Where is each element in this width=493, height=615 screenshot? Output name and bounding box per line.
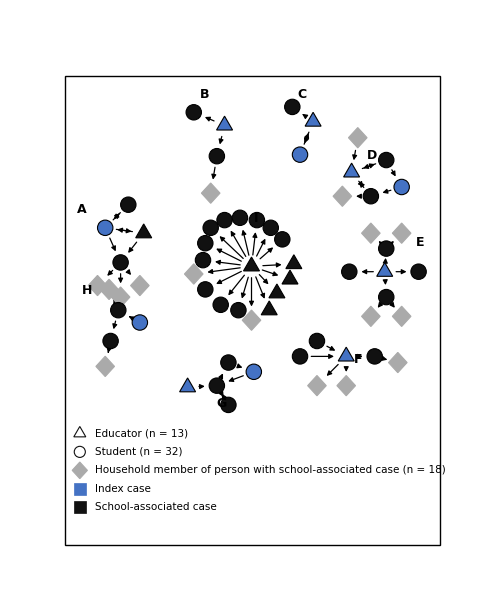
Polygon shape [308, 376, 326, 396]
Circle shape [363, 189, 379, 204]
Polygon shape [131, 276, 149, 296]
Circle shape [98, 220, 113, 236]
Polygon shape [216, 116, 233, 130]
Polygon shape [338, 347, 354, 361]
Polygon shape [377, 263, 393, 276]
Text: A: A [77, 203, 86, 216]
Circle shape [221, 397, 236, 413]
Polygon shape [337, 376, 355, 396]
Circle shape [209, 378, 224, 394]
Polygon shape [136, 224, 152, 238]
Polygon shape [305, 113, 321, 126]
Circle shape [342, 264, 357, 279]
Circle shape [367, 349, 383, 364]
Circle shape [103, 333, 118, 349]
Circle shape [213, 297, 228, 312]
Circle shape [110, 303, 126, 318]
Polygon shape [261, 301, 277, 315]
Text: E: E [416, 236, 424, 248]
Circle shape [394, 180, 409, 195]
Polygon shape [242, 310, 261, 330]
Circle shape [198, 236, 213, 251]
Circle shape [186, 105, 202, 120]
Circle shape [221, 355, 236, 370]
Polygon shape [392, 223, 411, 244]
Polygon shape [201, 183, 220, 204]
Circle shape [113, 255, 128, 270]
Circle shape [132, 315, 147, 330]
Circle shape [195, 252, 211, 268]
Polygon shape [184, 264, 203, 284]
Polygon shape [269, 284, 285, 298]
Polygon shape [333, 186, 352, 207]
Polygon shape [74, 426, 86, 437]
Polygon shape [282, 270, 298, 284]
Circle shape [203, 220, 218, 236]
Text: B: B [200, 88, 210, 101]
Circle shape [379, 153, 394, 168]
Circle shape [379, 290, 394, 305]
Circle shape [263, 220, 279, 236]
Circle shape [232, 210, 247, 226]
Circle shape [231, 303, 246, 318]
Text: D: D [367, 149, 377, 162]
Text: Household member of person with school-associated case (n = 18): Household member of person with school-a… [95, 466, 446, 475]
Circle shape [275, 232, 290, 247]
Text: F: F [354, 354, 362, 367]
Polygon shape [286, 255, 302, 269]
Polygon shape [100, 279, 118, 300]
Polygon shape [244, 257, 259, 271]
Polygon shape [88, 276, 107, 296]
Text: Index case: Index case [95, 484, 151, 494]
Polygon shape [72, 462, 87, 478]
Circle shape [309, 333, 325, 349]
FancyBboxPatch shape [74, 501, 86, 513]
Polygon shape [96, 356, 114, 376]
Polygon shape [344, 163, 359, 177]
Polygon shape [392, 306, 411, 327]
Circle shape [379, 241, 394, 256]
Polygon shape [179, 378, 196, 392]
Polygon shape [349, 127, 367, 148]
Circle shape [209, 148, 224, 164]
Circle shape [284, 99, 300, 114]
Polygon shape [361, 306, 380, 327]
Polygon shape [388, 352, 407, 373]
Circle shape [249, 212, 265, 228]
Text: Educator (n = 13): Educator (n = 13) [95, 429, 188, 438]
Polygon shape [111, 287, 130, 308]
Circle shape [411, 264, 426, 279]
Circle shape [246, 364, 261, 379]
Circle shape [74, 446, 85, 458]
Text: H: H [82, 284, 93, 297]
Polygon shape [361, 223, 380, 244]
Text: Student (n = 32): Student (n = 32) [95, 447, 183, 457]
Text: I: I [254, 213, 258, 226]
Text: School-associated case: School-associated case [95, 502, 217, 512]
Circle shape [292, 147, 308, 162]
Text: C: C [298, 88, 307, 101]
Circle shape [217, 212, 232, 228]
Circle shape [198, 282, 213, 297]
FancyBboxPatch shape [74, 483, 86, 494]
Circle shape [121, 197, 136, 212]
Circle shape [292, 349, 308, 364]
Text: G: G [217, 397, 227, 410]
